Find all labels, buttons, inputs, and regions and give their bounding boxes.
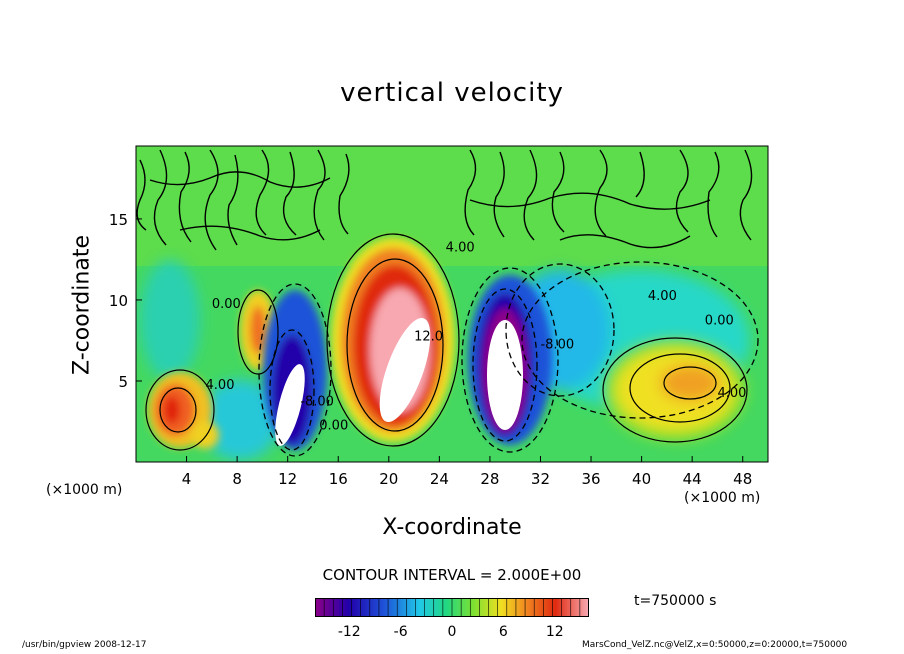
contour-label: 4.00: [717, 386, 746, 401]
contour-label: -8.00: [540, 338, 574, 353]
x-tick-label: 44: [683, 470, 702, 488]
x-unit-right: (×1000 m): [684, 490, 761, 506]
colorbar-tick-label: -12: [338, 624, 361, 638]
contour-label: 4.00: [206, 378, 235, 393]
y-tick-label: 15: [109, 211, 128, 229]
x-tick-label: 40: [632, 470, 651, 488]
x-tick-label: 48: [733, 470, 752, 488]
chart-title: vertical velocity: [340, 78, 564, 108]
contour-label: 12.0: [414, 329, 443, 344]
time-label: t=750000 s: [634, 593, 717, 609]
colorbar-tick-label: 12: [546, 624, 564, 638]
contour-label: 4.00: [648, 289, 677, 304]
x-tick-label: 12: [278, 470, 297, 488]
footer-left: /usr/bin/gpview 2008-12-17: [22, 640, 147, 650]
contour-label: -8.00: [300, 394, 334, 409]
x-tick-label: 32: [531, 470, 550, 488]
contour-lines: [136, 149, 753, 251]
colorbar-tick-label: 6: [499, 624, 508, 638]
x-tick-label: 28: [480, 470, 499, 488]
contour-label: 4.00: [446, 240, 475, 255]
contour-labels-group: 0.00 4.00 4.00 0.00 4.00 -8.00 12.0 4.00 -8.00 0.…: [206, 240, 747, 433]
y-tick-label: 10: [109, 292, 128, 310]
y-tick-label: 5: [118, 373, 128, 391]
contour-label: 0.00: [212, 297, 241, 312]
contour-label: 0.00: [705, 313, 734, 328]
y-axis-label: Z-coordinate: [69, 235, 95, 375]
x-tick-label: 20: [379, 470, 398, 488]
colorbar-tick-label: -6: [394, 624, 408, 638]
footer-right: MarsCond_VelZ.nc@VelZ,x=0:50000,z=0:2000…: [582, 640, 848, 650]
x-tick-label: 36: [581, 470, 600, 488]
x-tick-label: 24: [430, 470, 449, 488]
x-axis-label: X-coordinate: [382, 515, 522, 540]
x-unit-left: (×1000 m): [46, 482, 123, 498]
colorbar-tick-label: 0: [448, 624, 457, 638]
contour-interval-label: CONTOUR INTERVAL = 2.000E+00: [322, 566, 582, 584]
x-tick-label: 16: [329, 470, 348, 488]
x-tick-label: 4: [182, 470, 192, 488]
colorbar-ticks: -12 -6 0 6 12: [323, 598, 581, 638]
heatmap-field: [136, 146, 768, 462]
x-tick-label: 8: [232, 470, 242, 488]
contour-label: 0.00: [319, 419, 348, 434]
